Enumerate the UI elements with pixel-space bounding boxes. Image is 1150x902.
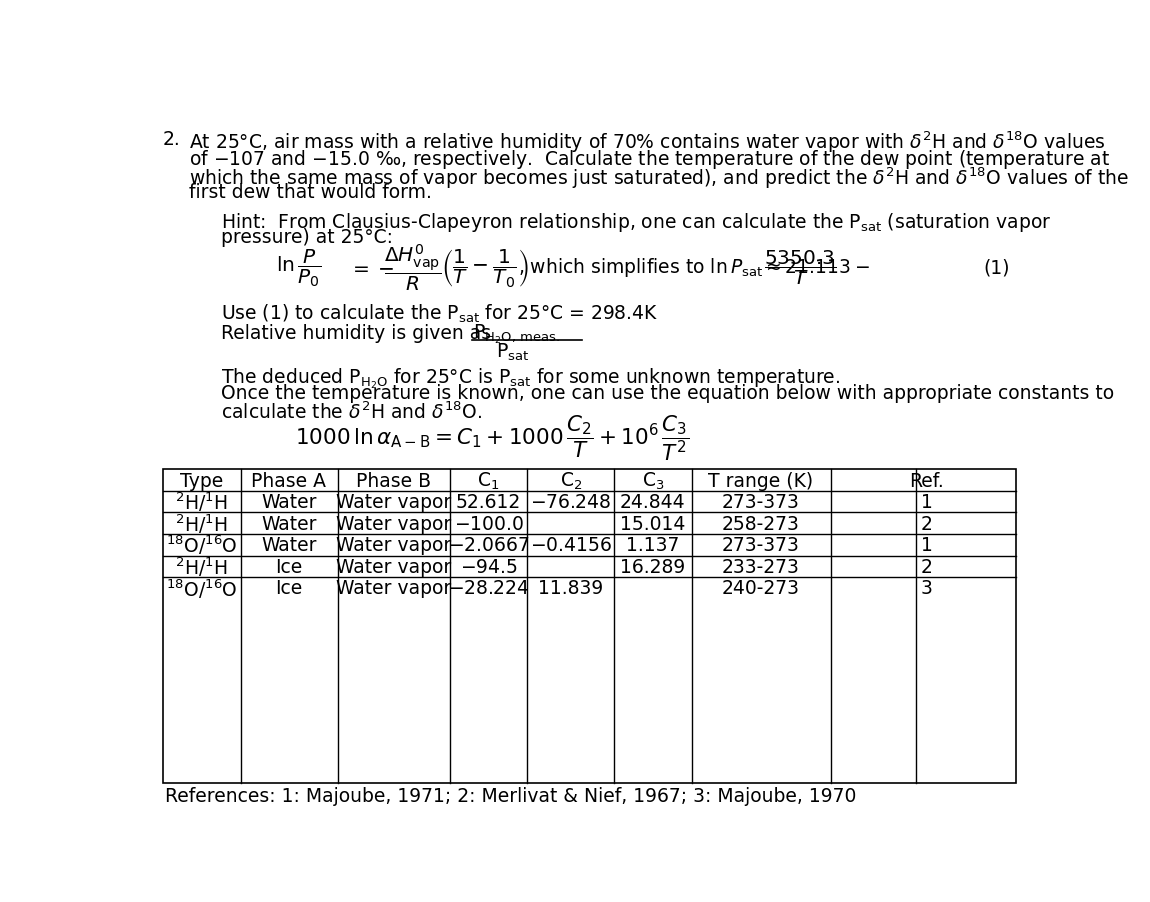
Text: 233-273: 233-273 — [722, 557, 799, 576]
Text: $^2$H/$^1$H: $^2$H/$^1$H — [176, 555, 229, 578]
Text: Water vapor: Water vapor — [336, 514, 451, 533]
Text: 2.: 2. — [163, 130, 181, 149]
Text: 1: 1 — [920, 536, 933, 555]
Text: 1.137: 1.137 — [627, 536, 680, 555]
Text: $1000\,\mathrm{ln}\,\alpha_{\mathrm{A-B}} = C_1 + 1000\,\dfrac{C_2}{T} + 10^6\,\: $1000\,\mathrm{ln}\,\alpha_{\mathrm{A-B}… — [294, 412, 689, 463]
Text: Water vapor: Water vapor — [336, 492, 451, 511]
Text: $\dfrac{5350.3}{T}$: $\dfrac{5350.3}{T}$ — [764, 248, 836, 287]
Text: The deduced P$_{\rm H_2O}$ for 25°C is P$_{\rm sat}$ for some unknown temperatur: The deduced P$_{\rm H_2O}$ for 25°C is P… — [221, 366, 841, 391]
Text: Relative humidity is given as: Relative humidity is given as — [221, 323, 491, 343]
Text: , which simplifies to $\mathrm{ln}\,P_{\rm sat} \approx 21.113 -$: , which simplifies to $\mathrm{ln}\,P_{\… — [519, 256, 871, 279]
Text: 24.844: 24.844 — [620, 492, 685, 511]
Text: first dew that would form.: first dew that would form. — [189, 183, 431, 202]
Text: $\left(\dfrac{1}{T} - \dfrac{1}{T_0}\right)$: $\left(\dfrac{1}{T} - \dfrac{1}{T_0}\rig… — [440, 246, 528, 289]
Text: which the same mass of vapor becomes just saturated), and predict the $\delta^2$: which the same mass of vapor becomes jus… — [189, 165, 1129, 190]
Text: $\mathrm{P_{sat}}$: $\mathrm{P_{sat}}$ — [497, 341, 530, 363]
Text: 273-373: 273-373 — [722, 536, 799, 555]
Text: $-$28.224: $-$28.224 — [448, 579, 529, 598]
Text: $-$100.0: $-$100.0 — [453, 514, 523, 533]
Text: $\dfrac{\Delta H^0_{\rm vap}}{R}$: $\dfrac{\Delta H^0_{\rm vap}}{R}$ — [384, 243, 442, 292]
Text: Ice: Ice — [275, 579, 302, 598]
Text: T range (K): T range (K) — [708, 471, 813, 490]
Text: 2: 2 — [920, 514, 933, 533]
Text: $\mathrm{ln}\,\dfrac{P}{P_0}$: $\mathrm{ln}\,\dfrac{P}{P_0}$ — [276, 246, 321, 289]
Text: Ref.: Ref. — [910, 471, 944, 490]
Text: $-$94.5: $-$94.5 — [460, 557, 518, 576]
Text: Hint:  From Clausius-Clapeyron relationship, one can calculate the P$_{\rm sat}$: Hint: From Clausius-Clapeyron relationsh… — [221, 210, 1052, 234]
Text: 15.014: 15.014 — [620, 514, 685, 533]
Text: 1: 1 — [920, 492, 933, 511]
Text: 11.839: 11.839 — [538, 579, 604, 598]
Text: $^2$H/$^1$H: $^2$H/$^1$H — [176, 491, 229, 514]
Text: 2: 2 — [920, 557, 933, 576]
Text: At 25°C, air mass with a relative humidity of 70% contains water vapor with $\de: At 25°C, air mass with a relative humidi… — [189, 130, 1105, 155]
Text: Water: Water — [261, 492, 316, 511]
Text: $-$76.248: $-$76.248 — [530, 492, 612, 511]
Text: $^{18}$O/$^{16}$O: $^{18}$O/$^{16}$O — [166, 533, 238, 557]
Text: Once the temperature is known, one can use the equation below with appropriate c: Once the temperature is known, one can u… — [221, 383, 1114, 402]
Text: C$_1$: C$_1$ — [477, 470, 500, 492]
Text: 258-273: 258-273 — [722, 514, 799, 533]
Text: C$_2$: C$_2$ — [560, 470, 582, 492]
Text: calculate the $\delta^2$H and $\delta^{18}$O.: calculate the $\delta^2$H and $\delta^{1… — [221, 401, 482, 423]
Text: $-$2.0667: $-$2.0667 — [447, 536, 529, 555]
Text: Type: Type — [181, 471, 223, 490]
Text: pressure) at 25°C:: pressure) at 25°C: — [221, 228, 393, 247]
Text: 240-273: 240-273 — [722, 579, 799, 598]
Text: 273-373: 273-373 — [722, 492, 799, 511]
Text: References: 1: Majoube, 1971; 2: Merlivat & Nief, 1967; 3: Majoube, 1970: References: 1: Majoube, 1971; 2: Merliva… — [164, 787, 856, 805]
Text: Water: Water — [261, 514, 316, 533]
Text: $^2$H/$^1$H: $^2$H/$^1$H — [176, 511, 229, 535]
Text: Water vapor: Water vapor — [336, 557, 451, 576]
Text: 16.289: 16.289 — [620, 557, 685, 576]
Text: $^{18}$O/$^{16}$O: $^{18}$O/$^{16}$O — [166, 576, 238, 600]
Text: 52.612: 52.612 — [457, 492, 521, 511]
Text: Water vapor: Water vapor — [336, 536, 451, 555]
Text: Use (1) to calculate the P$_{\rm sat}$ for 25°C = 298.4K: Use (1) to calculate the P$_{\rm sat}$ f… — [221, 302, 659, 325]
Text: Phase A: Phase A — [251, 471, 327, 490]
Text: $-$0.4156: $-$0.4156 — [530, 536, 612, 555]
Text: of $-$107 and $-$15.0 ‰, respectively.  Calculate the temperature of the dew poi: of $-$107 and $-$15.0 ‰, respectively. C… — [189, 147, 1110, 170]
Text: 3: 3 — [920, 579, 933, 598]
Text: Ice: Ice — [275, 557, 302, 576]
Text: Water: Water — [261, 536, 316, 555]
Text: (1): (1) — [983, 258, 1010, 277]
Text: $\mathrm{P_{H_2O,\,meas.}}$: $\mathrm{P_{H_2O,\,meas.}}$ — [473, 322, 560, 345]
Text: Water vapor: Water vapor — [336, 579, 451, 598]
Text: Phase B: Phase B — [355, 471, 431, 490]
Text: $= -$: $= -$ — [350, 258, 394, 277]
Bar — [163, 470, 1015, 784]
Text: C$_3$: C$_3$ — [642, 470, 665, 492]
